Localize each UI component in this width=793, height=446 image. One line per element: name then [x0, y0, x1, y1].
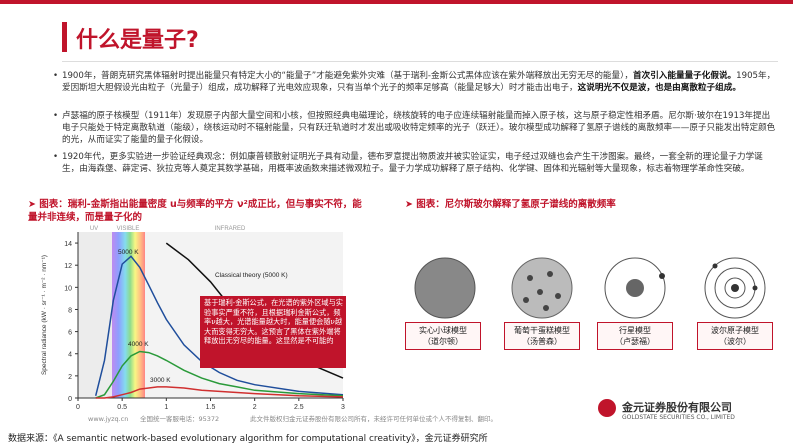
note-text: 基于瑞利-金斯公式，在光谱的紫外区域与实验事实严重不符，且根据瑞利金斯公式，频率… [204, 298, 343, 346]
series-line [95, 386, 344, 399]
caption: 图表：瑞利-金斯指出能量密度 u与频率的平方 ν²成正比，但与事实不符，能量并非… [28, 199, 362, 223]
y-tick-label: 6 [68, 330, 72, 337]
model-label: 波尔原子模型 （波尔） [697, 322, 773, 350]
text: （卢瑟福） [615, 337, 655, 346]
paragraph: • 1900年，普朗克研究黑体辐射时提出能量只有特定大小的“能量子”才能避免紫外灾… [53, 71, 776, 93]
paragraph: • 卢瑟福的原子核模型（1911年）发现原子内部大量空间和小核，但按照经典电磁理论… [53, 111, 776, 145]
y-tick-label: 14 [64, 241, 72, 248]
note: 基于瑞利-金斯公式，在光谱的紫外区域与实验事实严重不符，且根据瑞利金斯公式，频率… [204, 298, 343, 346]
nucleus [626, 279, 644, 297]
text: 卢瑟福的原子核模型（1911年）发现原子内部大量空间和小核，但按照经典电磁理论，… [62, 111, 776, 145]
series-line [95, 350, 344, 399]
text: 首次引入能量量子化假说。 [633, 71, 737, 81]
paragraph: • 1920年代，更多实验进一步验证经典观念：例如康普顿散射证明光子具有动量，德布… [53, 152, 763, 174]
y-axis-label: Spectral radiance (kW · sr⁻¹ · m⁻² · nm⁻… [41, 255, 48, 375]
text: 1900年，普朗克研究黑体辐射时提出能量只有特定大小的“能量子”才能避免紫外灾难… [62, 71, 633, 81]
series-label: 5000 K [118, 249, 139, 256]
text: 实心小球模型 [419, 326, 467, 335]
band-label: UV [90, 226, 98, 232]
caption: 图表：尼尔斯玻尔解释了氢原子谱线的离散频率 [416, 199, 616, 210]
x-tick-label: 1.5 [206, 404, 216, 411]
x-tick-label: 3 [341, 404, 345, 411]
text: 1920年代，更多实验进一步验证经典观念：例如康普顿散射证明光子具有动量，德布罗… [62, 152, 763, 174]
source: 数据来源：《A semantic network-based evolution… [8, 434, 488, 444]
solid-ball [414, 257, 476, 319]
text: （波尔） [719, 337, 751, 346]
y-tick-label: 2 [68, 374, 72, 381]
plum-pudding [511, 257, 573, 319]
series-line [94, 255, 344, 396]
x-tick-label: 0.5 [117, 404, 127, 411]
series-label: 4000 K [128, 341, 149, 348]
copyright: 此文件版权归金元证券股份有限公司所有，未经许可任何单位或个人不得复制、翻印。 [250, 415, 497, 423]
footer [0, 428, 793, 446]
title-marker [62, 22, 67, 52]
x-tick-label: 2.5 [294, 404, 304, 411]
text: 葡萄干蛋糕模型 [514, 326, 570, 335]
top-bar [0, 0, 793, 4]
model-label: 行星模型 （卢瑟福） [597, 322, 673, 350]
visible-band [112, 232, 145, 398]
band-label: VISIBLE [117, 226, 140, 232]
y-tick-label: 12 [64, 263, 72, 270]
divider [62, 61, 778, 62]
text: 波尔原子模型 [711, 326, 759, 335]
planet-orbit [604, 257, 666, 319]
band-label: INFRARED [215, 226, 246, 232]
text: （汤普森） [522, 337, 562, 346]
note-box [200, 296, 346, 368]
x-tick-label: 0 [76, 404, 80, 411]
y-tick-label: 10 [64, 285, 72, 292]
text: （道尔顿） [423, 337, 463, 346]
y-tick-label: 8 [68, 307, 72, 314]
text: 这说明光不仅是波，也是由离散粒子组成。 [577, 83, 741, 93]
model-label: 实心小球模型 （道尔顿） [405, 322, 481, 350]
model-icons [414, 257, 766, 319]
x-tick-label: 2 [253, 404, 257, 411]
contact-bar: www.jyzq.cn 全国统一客服电话：95372 此文件版权归金元证券股份有… [0, 412, 560, 426]
x-tick-label: 1 [164, 404, 168, 411]
model-label: 葡萄干蛋糕模型 （汤普森） [504, 322, 580, 350]
y-tick-label: 4 [68, 352, 72, 359]
title: 什么是量子? [76, 28, 199, 53]
hotline: 全国统一客服电话：95372 [140, 415, 220, 423]
bohr-orbit [704, 257, 766, 319]
right-caption: ➤ 图表：尼尔斯玻尔解释了氢原子谱线的离散频率 [405, 199, 616, 210]
series-label: 3000 K [150, 377, 171, 384]
left-caption: ➤ 图表：瑞利-金斯指出能量密度 u与频率的平方 ν²成正比，但与事实不符，能量… [28, 199, 362, 223]
website: www.jyzq.cn [88, 415, 129, 423]
logo-name: 金元证券股份有限公司 [622, 401, 732, 414]
logo-mark [598, 399, 616, 417]
logo-english: GOLDSTATE SECURITIES CO., LIMITED [622, 414, 735, 421]
text: 1905年，爱因斯坦大胆假设光由粒子（光量子）组成，成功解释了光电效应现象，只有… [62, 71, 776, 93]
uv-region [78, 232, 112, 398]
text: 行星模型 [619, 326, 651, 335]
y-tick-label: 0 [68, 396, 72, 403]
series-label: Classical theory (5000 K) [215, 272, 288, 279]
